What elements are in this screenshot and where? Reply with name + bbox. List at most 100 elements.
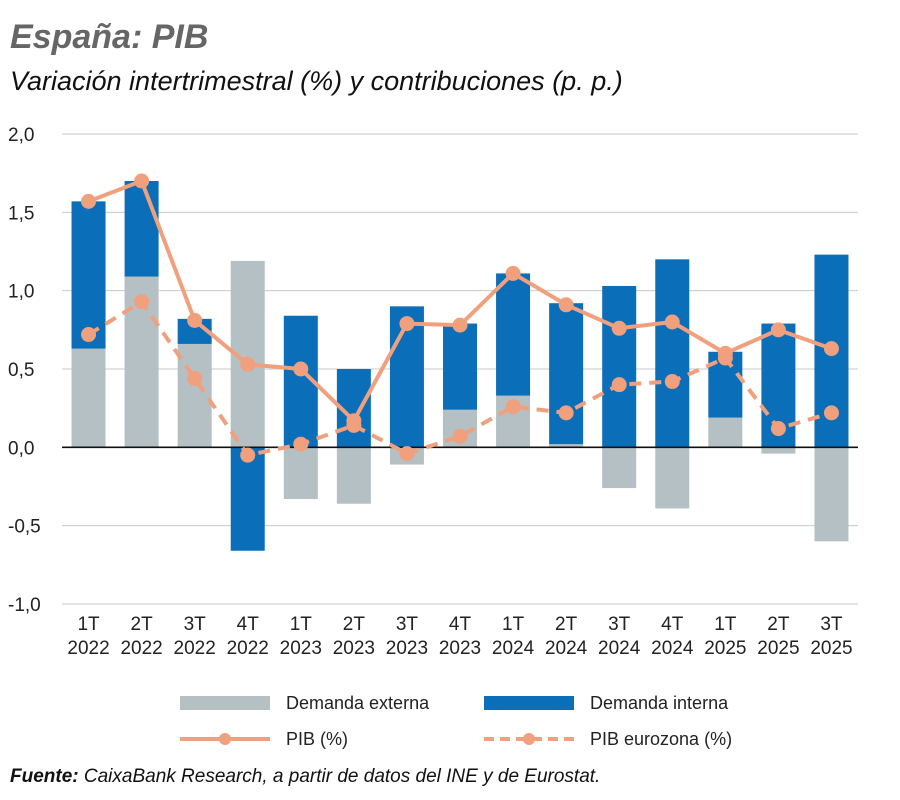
pib-point xyxy=(399,316,415,332)
x-tick-label: 2024 xyxy=(651,638,694,659)
bar-internal xyxy=(602,285,637,448)
pib-point xyxy=(293,361,309,377)
bar-external xyxy=(549,444,584,448)
bar-internal xyxy=(549,303,584,445)
y-tick-label: -0,5 xyxy=(8,517,41,538)
legend-item-pib: PIB (%) xyxy=(180,726,348,752)
x-tick-label: 2022 xyxy=(120,638,162,659)
pib-point xyxy=(823,341,839,357)
source-label: Fuente: xyxy=(10,766,79,787)
legend-label-external: Demanda externa xyxy=(286,692,430,713)
chart-area: 2,0 1,5 1,0 0,5 0,0 -0,5 -1,0 1T 2022 2T 2022 3T 202… xyxy=(8,125,858,659)
legend-item-internal: Demanda interna xyxy=(484,690,728,716)
pib-eurozona-point xyxy=(240,447,256,463)
y-tick-label: 2,0 xyxy=(8,125,34,146)
bar-external xyxy=(177,343,212,448)
x-tick-label: 2022 xyxy=(227,638,269,659)
pib-eurozona-point xyxy=(187,370,203,386)
bar-internal xyxy=(443,323,477,410)
legend-label-internal: Demanda interna xyxy=(590,692,729,713)
x-tick-label: 2024 xyxy=(492,638,535,659)
source-note: Fuente: CaixaBank Research, a partir de … xyxy=(10,766,600,788)
x-tick-label: 2023 xyxy=(280,638,322,659)
y-tick-label: -1,0 xyxy=(8,595,41,616)
x-tick-label: 2025 xyxy=(810,638,852,659)
legend-swatch-pib-euro xyxy=(484,733,574,745)
pib-point xyxy=(187,312,203,328)
x-tick-label: 2T xyxy=(555,614,578,635)
pib-point xyxy=(452,317,468,333)
y-tick-label: 0,5 xyxy=(8,360,34,381)
legend-item-external: Demanda externa xyxy=(180,690,429,716)
x-tick-label: 3T xyxy=(396,614,419,635)
pib-eurozona-point xyxy=(823,405,839,421)
pib-point xyxy=(611,320,627,336)
y-tick-label: 0,0 xyxy=(8,438,34,459)
bar-internal xyxy=(230,447,265,551)
pib-eurozona-point xyxy=(664,374,680,390)
bar-external xyxy=(602,447,637,489)
pib-point xyxy=(240,356,256,372)
legend-item-pib-euro: PIB eurozona (%) xyxy=(484,726,732,752)
pib-eurozona-point xyxy=(81,327,97,343)
x-tick-label: 2022 xyxy=(67,638,109,659)
x-tick-label: 4T xyxy=(449,614,472,635)
pib-point xyxy=(558,297,574,313)
chart-title: España: PIB xyxy=(10,18,209,56)
pib-point xyxy=(505,265,521,281)
pib-point xyxy=(770,322,786,338)
x-tick-label: 2025 xyxy=(704,638,746,659)
x-tick-label: 2T xyxy=(767,614,790,635)
bar-internal xyxy=(496,273,531,396)
pib-eurozona-point xyxy=(505,399,521,415)
y-tick-label: 1,0 xyxy=(8,282,34,303)
x-tick-label: 2022 xyxy=(174,638,216,659)
x-tick-label: 4T xyxy=(237,614,260,635)
bar-internal xyxy=(124,181,159,277)
bar-external xyxy=(655,447,690,509)
chart-legend: Demanda externa Demanda interna PIB (%) … xyxy=(180,690,800,762)
bar-external xyxy=(708,417,743,448)
pib-point xyxy=(81,193,97,209)
bar-external xyxy=(336,447,371,504)
legend-swatch-external xyxy=(180,696,270,710)
pib-eurozona-point xyxy=(293,436,309,452)
y-tick-label: 1,5 xyxy=(8,203,34,224)
x-tick-label: 3T xyxy=(184,614,207,635)
pib-eurozona-point xyxy=(134,294,150,310)
x-tick-label: 1T xyxy=(714,614,737,635)
x-tick-label: 2024 xyxy=(598,638,641,659)
bar-external xyxy=(71,348,106,448)
legend-label-pib: PIB (%) xyxy=(286,728,349,749)
x-tick-label: 2024 xyxy=(545,638,588,659)
x-tick-label: 2023 xyxy=(439,638,481,659)
x-tick-label: 4T xyxy=(661,614,684,635)
source-text: CaixaBank Research, a partir de datos de… xyxy=(78,766,601,787)
legend-swatch-pib xyxy=(180,733,270,745)
x-tick-label: 2023 xyxy=(386,638,428,659)
x-tick-label: 3T xyxy=(608,614,631,635)
pib-eurozona-point xyxy=(611,377,627,393)
x-tick-label: 2023 xyxy=(333,638,375,659)
pib-point xyxy=(664,314,680,330)
pib-point xyxy=(134,173,150,189)
x-tick-label: 2T xyxy=(131,614,154,635)
legend-label-pib-euro: PIB eurozona (%) xyxy=(590,728,733,749)
pib-eurozona-point xyxy=(452,428,468,444)
legend-swatch-internal xyxy=(484,696,574,710)
x-tick-label: 2025 xyxy=(757,638,799,659)
pib-eurozona-point xyxy=(399,446,415,462)
bar-internal xyxy=(655,259,690,448)
x-tick-label: 1T xyxy=(77,614,100,635)
bar-internal xyxy=(71,201,106,349)
x-tick-label: 1T xyxy=(502,614,525,635)
bar-external xyxy=(761,447,796,454)
x-tick-label: 1T xyxy=(290,614,313,635)
pib-eurozona-point xyxy=(558,405,574,421)
chart-subtitle: Variación intertrimestral (%) y contribu… xyxy=(10,66,623,96)
bar-external xyxy=(814,447,849,542)
pib-point xyxy=(346,413,362,429)
pib-eurozona-line xyxy=(87,299,833,458)
bar-external xyxy=(283,447,318,500)
x-tick-label: 3T xyxy=(820,614,843,635)
